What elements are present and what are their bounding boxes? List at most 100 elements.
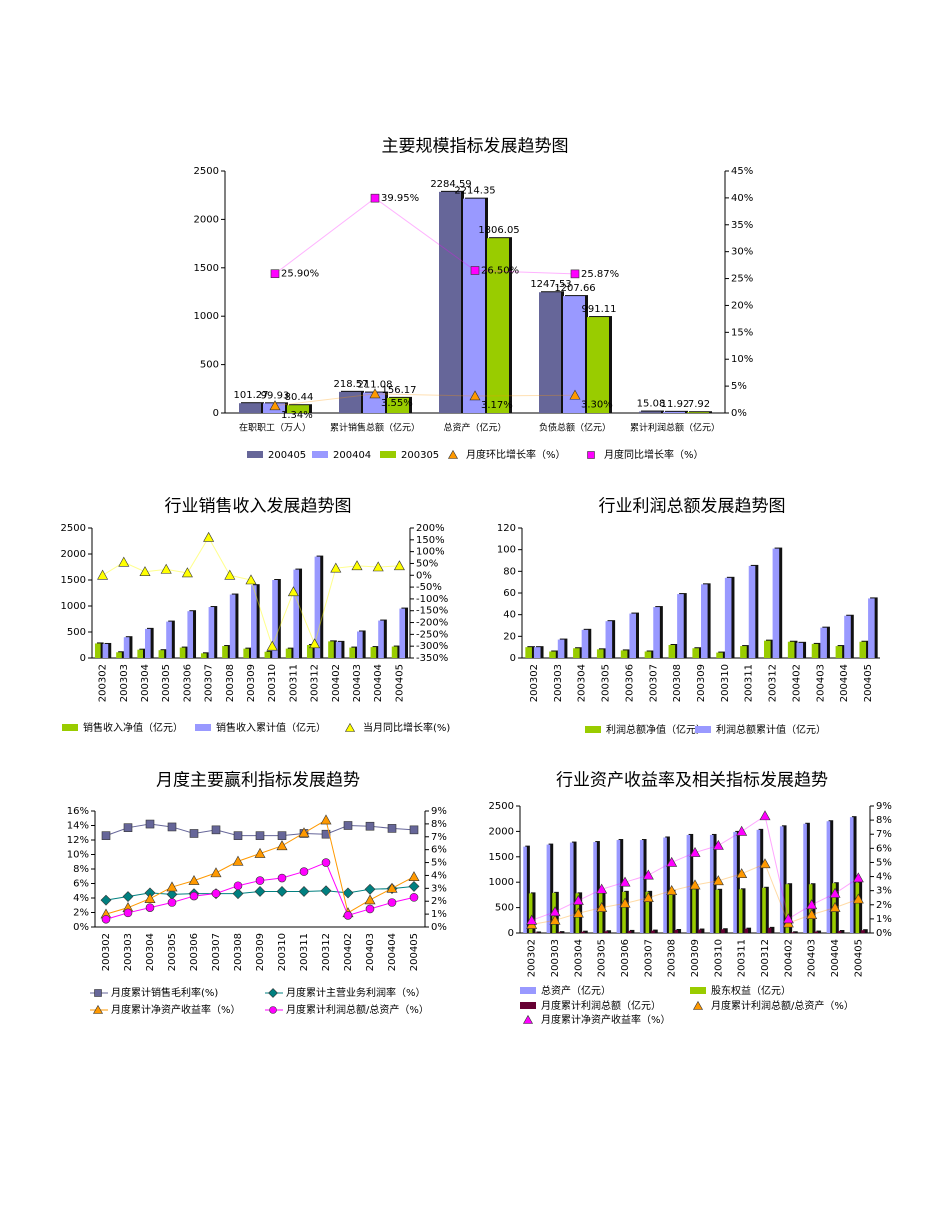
bar-shadow [758, 828, 764, 933]
marker [320, 814, 332, 825]
bar [764, 640, 771, 658]
legend-marker [587, 451, 595, 459]
bar [639, 840, 644, 933]
x-tick-label: 200403 [815, 664, 826, 702]
bar [349, 647, 355, 658]
bar [339, 391, 361, 413]
marker [254, 886, 266, 897]
bar-shadow [793, 931, 798, 933]
bar-label: 991.11 [582, 304, 617, 315]
x-tick-label: 200311 [288, 664, 299, 702]
x-tick-label: 200303 [123, 933, 134, 971]
x-tick-label: 200310 [267, 664, 278, 702]
y2-tick-label: 1% [431, 909, 447, 920]
marker [619, 876, 631, 887]
bar [629, 613, 636, 658]
x-tick-label: 200306 [182, 664, 193, 702]
bar [287, 405, 309, 413]
marker [211, 825, 221, 835]
y-tick-label: 1000 [489, 877, 514, 888]
bar-shadow [688, 833, 694, 933]
marker [736, 868, 748, 879]
x-tick-label: 200307 [643, 939, 654, 977]
x-tick-label: 200305 [167, 933, 178, 971]
y2-tick-label: -150% [416, 606, 448, 617]
x-tick-label: 200405 [853, 939, 864, 977]
marker [160, 563, 172, 574]
marker [570, 269, 580, 279]
bar-shadow [525, 845, 530, 933]
bar [387, 397, 409, 413]
bar-shadow [746, 927, 752, 933]
bar-shadow [559, 931, 565, 933]
legend-marker [269, 1006, 277, 1014]
legend-label: 月度环比增长率（%） [466, 448, 566, 461]
legend-swatch [690, 987, 706, 994]
y-tick-label: 0 [213, 408, 219, 419]
bar [370, 647, 377, 658]
bar-shadow [769, 926, 775, 933]
marker [343, 821, 353, 830]
y2-tick-label: 0% [876, 928, 892, 939]
bar-shadow [828, 820, 834, 933]
legend-swatch [695, 726, 711, 733]
bar-label: 156.17 [382, 385, 417, 396]
marker [123, 908, 133, 918]
x-tick-label: 200304 [145, 933, 156, 971]
y2-tick-label: 8% [876, 815, 892, 826]
bar [772, 548, 780, 658]
bar-shadow [816, 930, 822, 933]
marker [549, 906, 561, 917]
legend-label: 销售收入净值（亿元） [83, 721, 183, 734]
bar [525, 647, 532, 658]
legend-label: 总资产（亿元） [541, 984, 611, 997]
x-tick-label: 200305 [161, 664, 172, 702]
legend-marker [268, 988, 278, 998]
marker [232, 855, 244, 866]
bar [573, 648, 580, 658]
data-label: 39.95% [381, 193, 419, 204]
bar [187, 611, 194, 658]
bar [581, 931, 585, 933]
bar [855, 882, 860, 933]
bar [709, 834, 714, 933]
marker [470, 266, 480, 275]
bar-shadow [583, 930, 588, 933]
x-tick-label: 200308 [672, 664, 683, 702]
bar [306, 645, 313, 658]
y-tick-label: 12% [67, 835, 89, 846]
series-line [274, 393, 576, 407]
legend-swatch [520, 1002, 536, 1009]
bar [779, 826, 784, 933]
x-tick-label: 200404 [830, 939, 841, 977]
y-tick-label: 14% [67, 821, 89, 832]
x-tick-label: 在职职工（万人） [239, 422, 311, 434]
bar-shadow [670, 889, 676, 933]
marker [276, 840, 288, 851]
bar-shadow [740, 888, 746, 933]
legend-label: 月度累计销售毛利率(%) [111, 986, 218, 999]
bar [796, 642, 804, 658]
x-tick-label: 200308 [667, 939, 678, 977]
bar-shadow [805, 822, 810, 933]
legend-label: 200405 [268, 450, 306, 461]
marker [364, 883, 376, 895]
y2-tick-label: 6% [431, 845, 447, 856]
bar-label: 7.92 [688, 399, 710, 410]
marker [408, 871, 420, 882]
bar [687, 412, 709, 413]
bar [251, 585, 257, 658]
marker [829, 901, 841, 912]
x-tick-label: 200312 [310, 664, 321, 702]
y2-tick-label: 5% [731, 381, 747, 392]
marker [233, 831, 243, 840]
bar [622, 891, 626, 933]
bar [677, 594, 684, 658]
marker [101, 831, 111, 840]
bar [222, 646, 228, 658]
y2-tick-label: 150% [416, 535, 445, 546]
y2-tick-label: 3% [876, 886, 892, 897]
legend-label: 月度同比增长率（%） [604, 448, 704, 461]
x-tick-label: 200302 [527, 939, 538, 977]
y-tick-label: 8% [73, 864, 89, 875]
